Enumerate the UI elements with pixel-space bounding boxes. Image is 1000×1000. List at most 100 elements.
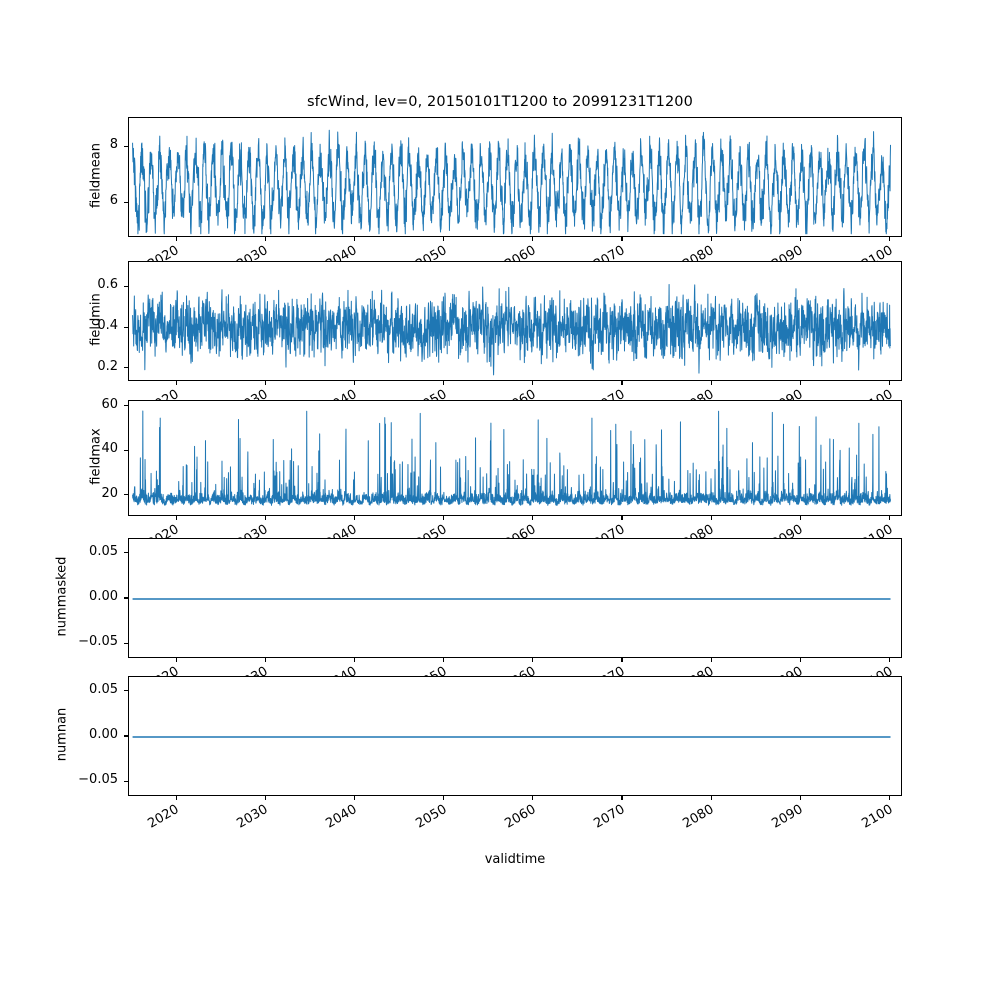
y-tick-mark [124, 597, 128, 599]
y-tick-label: −0.05 [78, 634, 118, 650]
y-tick-label: −0.05 [78, 772, 118, 788]
y-axis-label-fieldmin: fieldmin [88, 293, 104, 346]
x-tick-mark [799, 658, 801, 662]
x-tick-label: 2090 [769, 802, 806, 832]
x-tick-mark [443, 516, 445, 520]
plot-frame [128, 400, 902, 516]
figure-title: sfcWind, lev=0, 20150101T1200 to 2099123… [307, 94, 693, 110]
x-tick-mark [888, 658, 891, 662]
subplot-fieldmean [128, 117, 902, 237]
y-tick-label: 20 [101, 485, 118, 501]
x-tick-label: 2100 [858, 802, 896, 832]
y-tick-label: 0.2 [97, 358, 118, 374]
plot-frame [128, 676, 902, 796]
x-tick-mark [353, 237, 356, 241]
x-tick-mark [353, 381, 356, 385]
x-tick-mark [888, 381, 891, 385]
x-tick-mark [264, 381, 266, 385]
y-tick-label: 60 [101, 396, 118, 412]
x-tick-mark [799, 237, 801, 241]
y-tick-mark [124, 689, 128, 692]
x-axis-label: validtime [484, 852, 546, 867]
x-tick-mark [264, 658, 266, 662]
x-tick-mark [264, 796, 266, 800]
x-tick-mark [532, 381, 534, 385]
x-tick-mark [710, 658, 712, 662]
x-tick-mark [175, 658, 177, 662]
y-tick-mark [124, 551, 128, 554]
y-tick-mark [124, 494, 128, 496]
x-tick-mark [621, 796, 623, 800]
x-tick-label: 2040 [323, 802, 360, 832]
y-axis-label-fieldmean: fieldmean [88, 143, 104, 208]
x-tick-mark [264, 516, 266, 520]
y-tick-mark [124, 145, 128, 147]
x-tick-mark [710, 516, 712, 520]
x-tick-mark [532, 516, 534, 520]
series-line-fieldmean [132, 129, 892, 235]
y-tick-label: 0.05 [89, 543, 118, 559]
y-tick-mark [124, 780, 128, 782]
x-tick-mark [353, 796, 356, 800]
y-tick-label: 8 [109, 137, 118, 153]
x-tick-mark [621, 658, 623, 662]
x-tick-mark [532, 237, 534, 241]
y-tick-mark [124, 201, 128, 203]
y-tick-label: 6 [109, 193, 118, 209]
x-tick-mark [264, 237, 266, 241]
x-tick-mark [710, 381, 712, 385]
x-tick-label: 2070 [591, 802, 628, 832]
x-tick-mark [888, 796, 891, 800]
x-tick-mark [799, 381, 801, 385]
y-tick-label: 0.05 [89, 681, 118, 697]
x-tick-mark [799, 796, 801, 800]
x-tick-label: 2080 [680, 802, 717, 832]
series-line-fieldmin [132, 284, 892, 376]
subplot-fieldmax [128, 400, 902, 516]
y-tick-mark [124, 642, 128, 644]
x-tick-band: 2020 2030 2040 2050 2060 2070 2080 2090 2100 [0, 797, 1000, 847]
x-tick-label: 2030 [234, 802, 271, 832]
x-tick-mark [888, 237, 891, 241]
subplot-fieldmin [128, 261, 902, 381]
y-tick-mark [124, 735, 128, 737]
y-axis-label-fieldmax: fieldmax [88, 428, 104, 485]
series-line-fieldmax [132, 410, 892, 506]
x-tick-mark [710, 796, 712, 800]
x-tick-label: 2020 [145, 802, 182, 832]
plot-frame [128, 117, 902, 237]
y-axis-label-numnan: numnan [54, 707, 70, 762]
x-tick-mark [175, 381, 177, 385]
x-tick-mark [621, 516, 623, 520]
x-tick-mark [621, 237, 623, 241]
x-tick-mark [443, 658, 445, 662]
series-line-numnan [131, 736, 892, 738]
y-axis-label-nummasked: nummasked [54, 556, 70, 637]
x-tick-mark [443, 796, 445, 800]
x-tick-mark [799, 516, 801, 520]
x-tick-mark [443, 237, 445, 241]
subplot-numnan [128, 676, 902, 796]
x-tick-mark [175, 516, 177, 520]
x-tick-label: 2060 [502, 802, 539, 832]
x-tick-mark [532, 658, 534, 662]
x-tick-mark [532, 796, 534, 800]
x-tick-mark [621, 381, 623, 385]
y-tick-mark [124, 285, 128, 287]
y-tick-label: 0.6 [97, 277, 118, 293]
y-tick-label: 0.00 [89, 727, 118, 742]
y-tick-mark [124, 449, 128, 451]
x-tick-label: 2050 [412, 802, 450, 832]
plot-frame [128, 261, 902, 381]
x-tick-mark [353, 658, 356, 662]
x-tick-mark [710, 237, 712, 241]
x-tick-mark [175, 796, 177, 800]
x-tick-mark [888, 516, 891, 520]
plot-frame [128, 538, 902, 658]
series-line-nummasked [131, 598, 892, 600]
y-tick-mark [124, 326, 128, 328]
y-tick-mark [124, 367, 128, 369]
subplot-nummasked [128, 538, 902, 658]
y-tick-label: 0.00 [89, 589, 118, 604]
